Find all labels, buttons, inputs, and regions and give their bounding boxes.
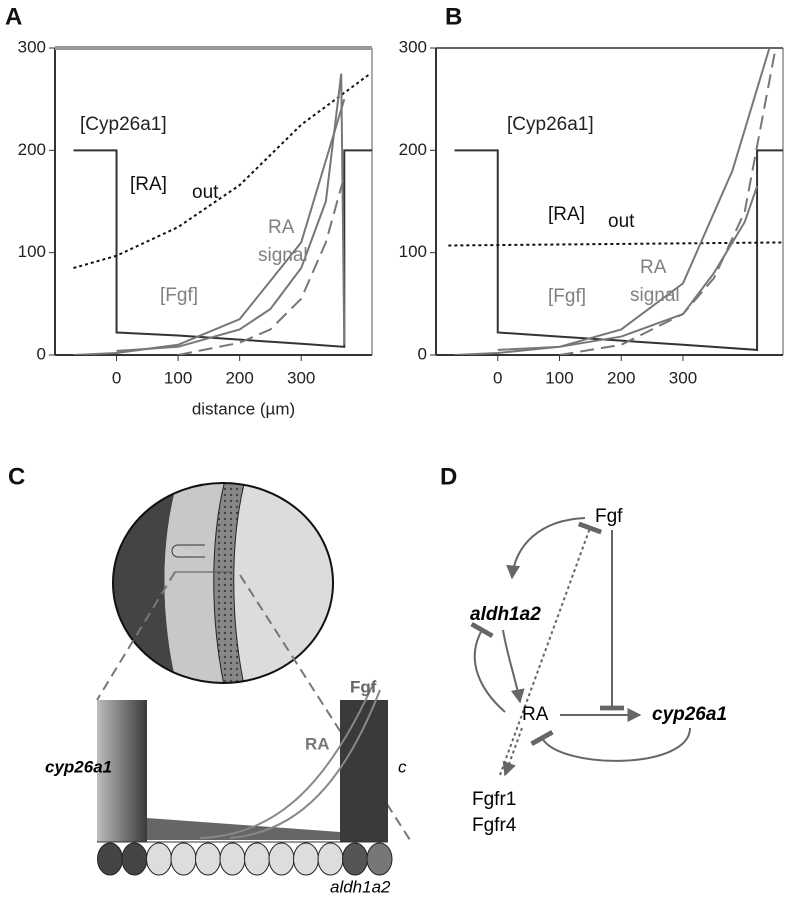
label: c: [398, 757, 407, 776]
cell: [121, 842, 148, 876]
x-tick-label: 300: [287, 368, 315, 387]
embryo-outline: [112, 482, 334, 684]
label: Fgf: [350, 677, 377, 696]
cell: [342, 842, 368, 876]
ra-curve: [199, 679, 376, 839]
annotation: [RA]: [130, 174, 167, 195]
x-tick-label: 300: [669, 368, 697, 387]
series-line: [454, 149, 783, 351]
aldh-domain: [340, 700, 388, 842]
annotation: [Fgf]: [548, 286, 586, 307]
cell-row: [97, 842, 393, 876]
cell: [244, 842, 270, 876]
y-tick-label: 300: [399, 37, 427, 56]
y-tick-label: 100: [18, 242, 46, 261]
node: Fgfr1: [472, 789, 516, 810]
y-tick-label: 0: [418, 344, 427, 363]
cyp-domain: [97, 700, 147, 842]
panel-label: B: [445, 3, 462, 30]
annotation: [Cyp26a1]: [80, 114, 167, 135]
panel-label: D: [440, 463, 457, 490]
annotation: signal: [258, 245, 308, 266]
y-tick-label: 300: [18, 37, 46, 56]
annotation: signal: [630, 285, 680, 306]
series-line: [73, 73, 370, 269]
series-line: [559, 48, 777, 355]
node: Fgf: [595, 506, 623, 527]
annotation: [Fgf]: [160, 285, 198, 306]
x-tick-label: 0: [112, 368, 121, 387]
panel-label: A: [5, 3, 22, 30]
x-tick-label: 200: [607, 368, 635, 387]
cell: [170, 842, 197, 876]
cyp-gradient: [147, 818, 340, 840]
label: RA: [305, 734, 330, 753]
node: Fgfr4: [472, 815, 517, 836]
node: RA: [522, 704, 549, 725]
series-line: [454, 48, 771, 355]
x-tick-label: 100: [164, 368, 192, 387]
cell: [219, 842, 246, 876]
cell: [317, 842, 344, 876]
y-tick-label: 200: [399, 140, 427, 159]
series-line: [448, 241, 783, 247]
label: cyp26a1: [45, 757, 112, 776]
cell: [146, 842, 172, 876]
y-tick-label: 200: [18, 140, 46, 159]
y-tick-label: 0: [37, 344, 46, 363]
node: cyp26a1: [652, 704, 727, 725]
cell: [195, 842, 221, 876]
network-edges: [470, 517, 691, 777]
y-tick-label: 100: [399, 242, 427, 261]
x-tick-label: 0: [493, 368, 502, 387]
x-axis-label: distance (µm): [192, 399, 295, 418]
annotation: [RA]: [548, 204, 585, 225]
notch: [171, 544, 205, 558]
zoom-line: [96, 571, 176, 701]
fgf-curve: [229, 689, 381, 839]
cell: [97, 842, 123, 876]
node: aldh1a2: [470, 604, 541, 625]
x-tick-label: 200: [225, 368, 253, 387]
annotation: [Cyp26a1]: [507, 114, 594, 135]
annotation: RA: [640, 257, 667, 278]
series-line: [73, 98, 346, 355]
cell: [268, 842, 295, 876]
panel-label: C: [8, 463, 25, 490]
cell: [366, 842, 393, 876]
x-tick-label: 100: [545, 368, 573, 387]
series-line: [73, 149, 372, 348]
label: aldh1a2: [330, 877, 391, 896]
cell: [293, 842, 319, 876]
series-line: [177, 175, 346, 355]
annotation: RA: [268, 217, 295, 238]
annotation: out: [192, 182, 219, 203]
annotation: out: [608, 211, 635, 232]
embryo-section: [113, 483, 333, 683]
series-line: [116, 73, 346, 352]
